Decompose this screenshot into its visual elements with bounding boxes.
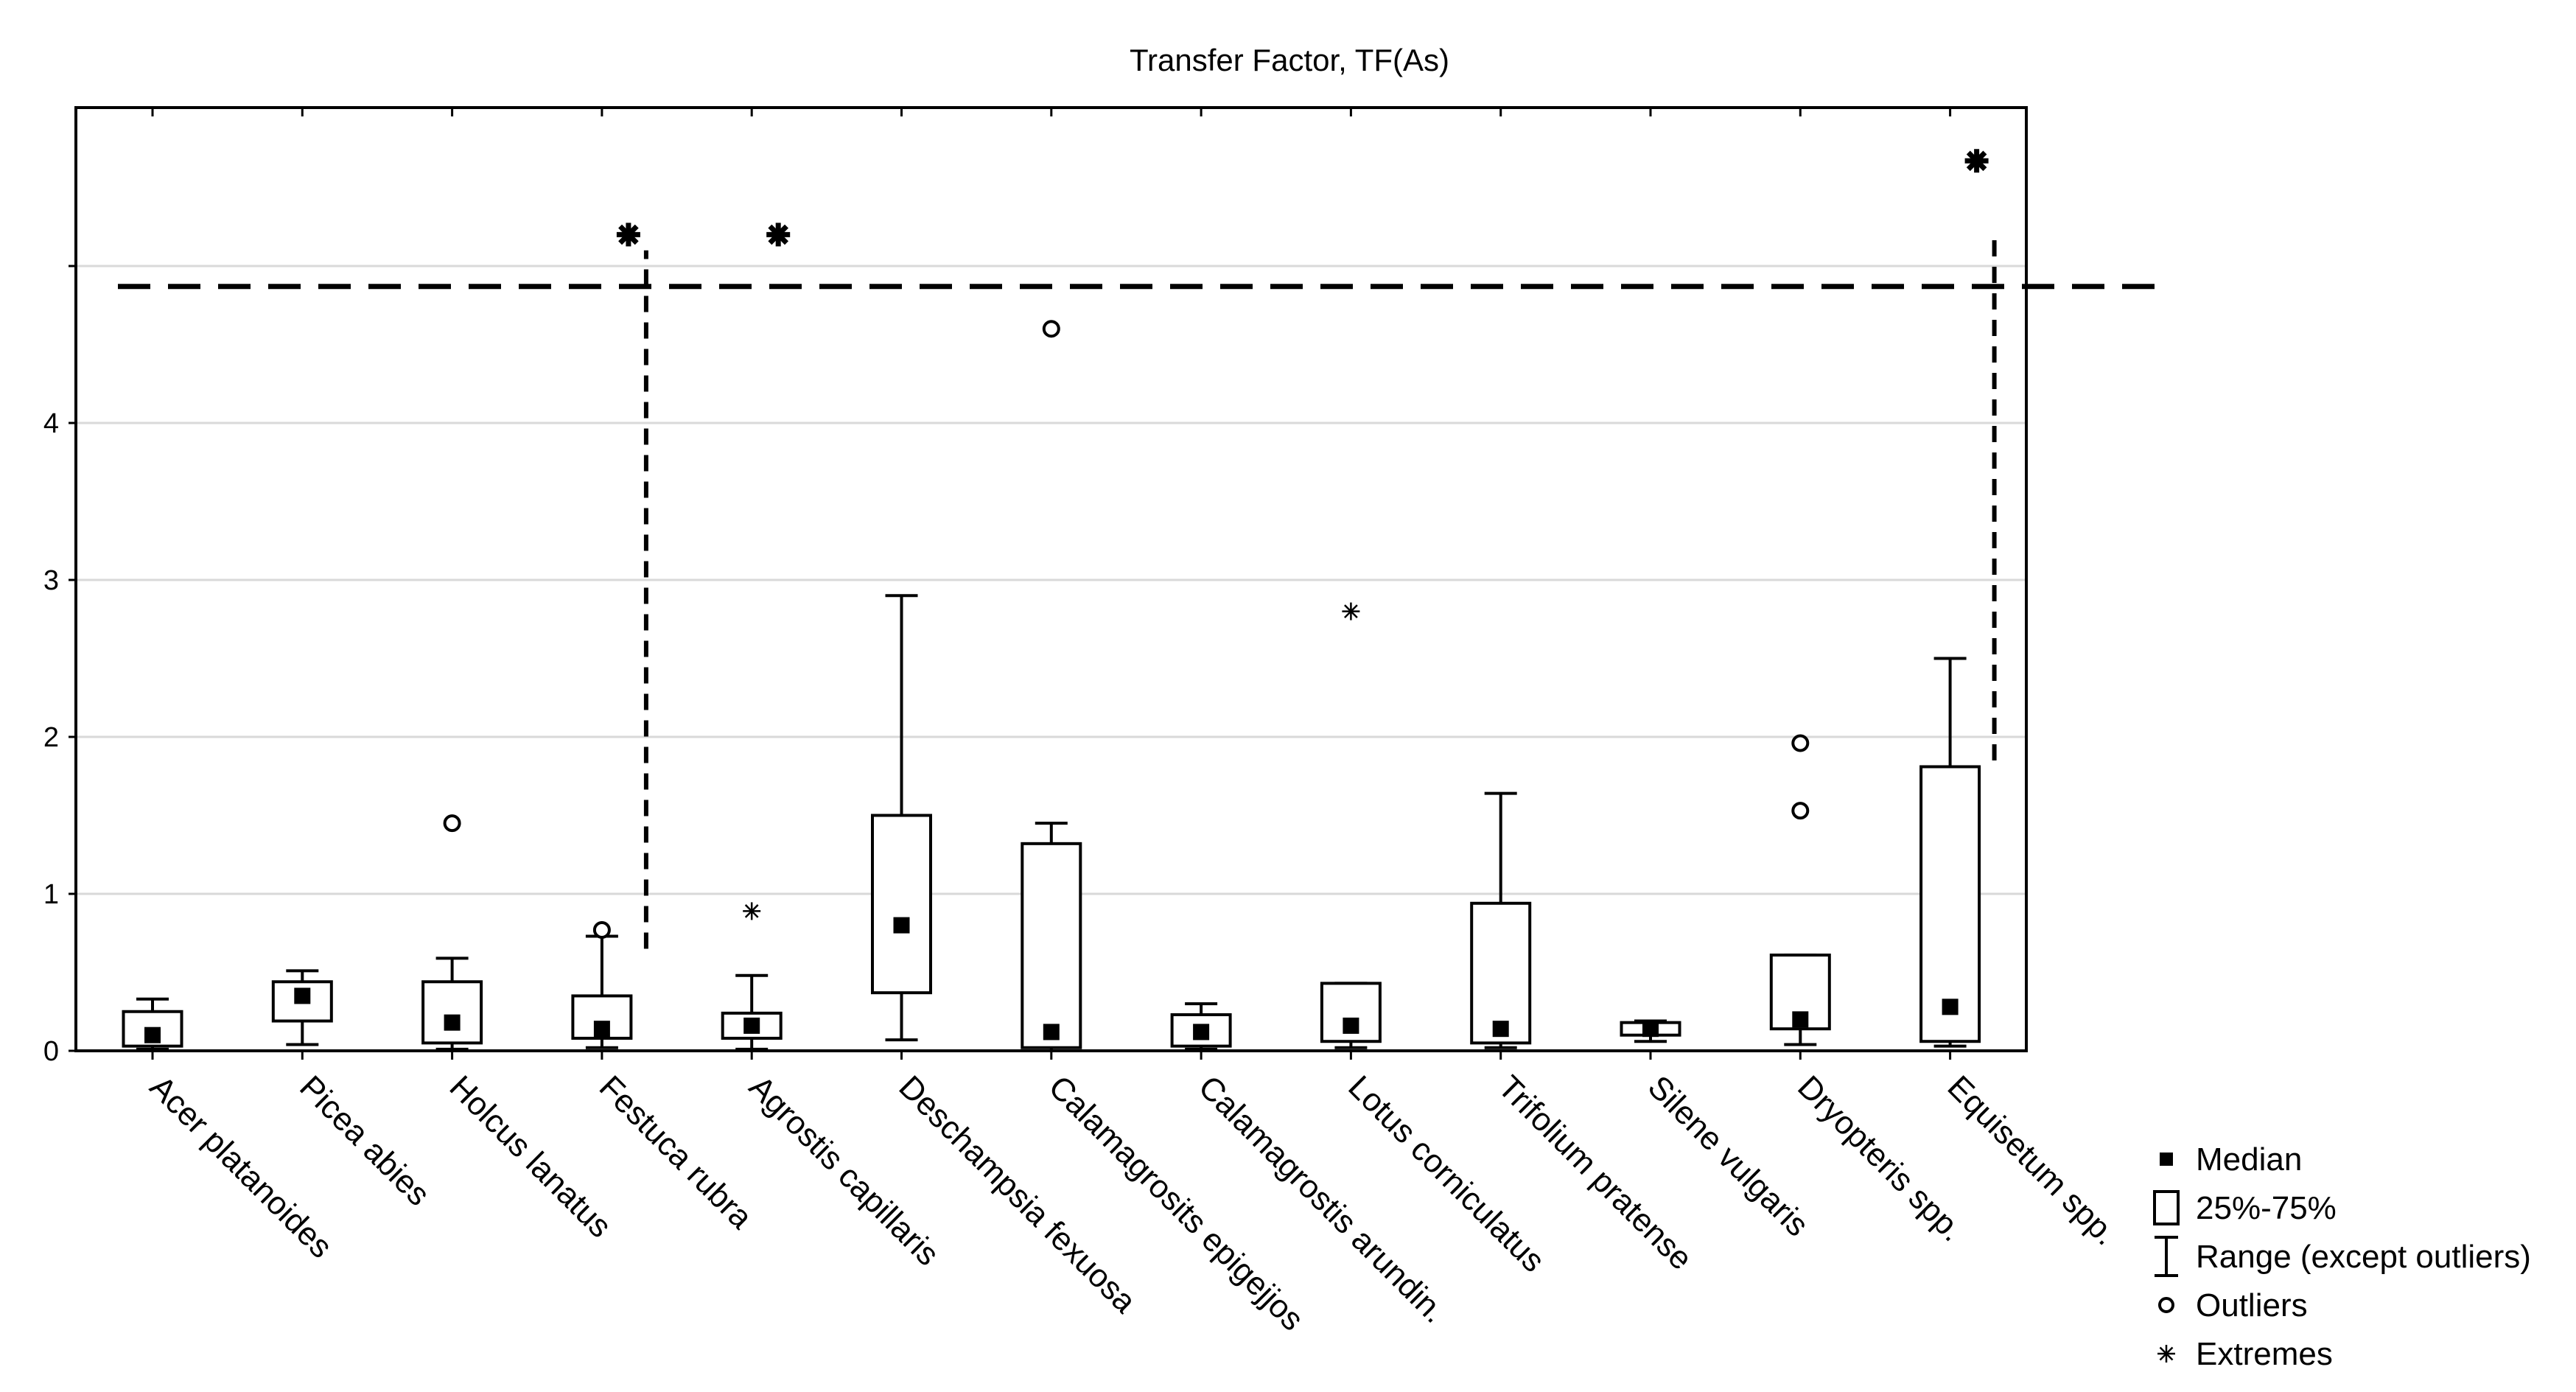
median-marker [444, 1014, 461, 1031]
median-marker [1792, 1011, 1809, 1028]
legend-item: Extremes [2157, 1336, 2333, 1372]
extreme-stroke [768, 224, 788, 245]
extreme-stroke [1344, 604, 1358, 618]
extreme-marker [743, 902, 761, 920]
legend-outlier-icon [2158, 1297, 2174, 1313]
extreme-stroke [618, 224, 639, 245]
x-tick-label: Holcus lanatus [443, 1069, 619, 1245]
legend-label: 25%-75% [2196, 1190, 2337, 1226]
legend-item: Range (except outliers) [2155, 1236, 2531, 1277]
y-tick-label: 3 [43, 565, 59, 596]
median-marker [1942, 998, 1959, 1015]
legend-item: 25%-75% [2153, 1190, 2337, 1226]
extreme-stroke [744, 904, 759, 918]
legend-median-icon [2160, 1153, 2173, 1166]
iqr-box [1470, 901, 1532, 1045]
outlier-marker [592, 920, 611, 939]
extreme-marker [616, 223, 640, 247]
outlier-marker [1042, 320, 1060, 338]
median-marker [294, 987, 311, 1004]
x-tick-label: Calamagrostis arundin. [1191, 1069, 1453, 1330]
legend-item: Outliers [2158, 1287, 2308, 1323]
box-11 [1620, 1019, 1681, 1043]
extreme-stroke [1966, 150, 1987, 172]
extreme-marker [766, 223, 791, 247]
outlier-marker [1791, 802, 1810, 820]
x-tick-label: Picea abies [293, 1069, 437, 1213]
legend: Median 25%-75% Range (except outliers) Outl… [2153, 1141, 2531, 1372]
boxes [122, 149, 1989, 1052]
median-marker [1642, 1021, 1659, 1038]
reference-lines [118, 234, 2163, 949]
box-7 [1021, 320, 1082, 1052]
median-marker [593, 1021, 610, 1038]
outlier-marker [443, 814, 461, 833]
box-5 [721, 223, 791, 1051]
legend-label: Range (except outliers) [2196, 1239, 2531, 1275]
box-4 [571, 223, 640, 1049]
y-tick-label: 0 [43, 1036, 59, 1067]
x-tick-label: Festuca rubra [592, 1069, 760, 1236]
y-tick-label: 1 [43, 879, 59, 910]
box-3 [421, 814, 483, 1051]
median-marker [1193, 1024, 1210, 1040]
median-marker [144, 1026, 161, 1043]
iqr-box [1021, 842, 1082, 1049]
legend-label: Median [2196, 1141, 2302, 1178]
legend-box-icon [2153, 1190, 2180, 1225]
box-10 [1470, 791, 1532, 1049]
y-tick-label: 4 [43, 408, 59, 439]
box-2 [271, 969, 333, 1046]
box-12 [1769, 734, 1831, 1046]
box-13 [1919, 149, 1989, 1048]
legend-label: Outliers [2196, 1287, 2308, 1323]
legend-extreme-icon [2157, 1345, 2175, 1363]
legend-label: Extremes [2196, 1336, 2333, 1372]
y-tick-label: 2 [43, 722, 59, 753]
box-6 [871, 594, 932, 1042]
x-tick-label: Calamagrosits epigejjos [1042, 1069, 1311, 1337]
median-marker [893, 917, 910, 934]
median-marker [1043, 1024, 1060, 1040]
extreme-marker [1964, 149, 1989, 173]
median-marker [743, 1017, 760, 1034]
iqr-box [421, 980, 483, 1045]
gridlines [76, 265, 2026, 895]
median-marker [1492, 1021, 1509, 1038]
axis-ticks [69, 108, 1952, 1060]
box-9 [1320, 602, 1382, 1049]
box-1 [122, 997, 183, 1051]
median-marker [1343, 1017, 1359, 1034]
extreme-stroke [2159, 1346, 2174, 1361]
extreme-marker [1342, 602, 1360, 620]
iqr-box [871, 814, 932, 995]
x-tick-label: Silene vulgaris [1641, 1069, 1816, 1243]
iqr-box [1919, 765, 1981, 1043]
outlier-marker [1791, 734, 1810, 752]
chart-title: Transfer Factor, TF(As) [1130, 43, 1449, 77]
box-8 [1170, 1002, 1232, 1051]
legend-item: Median [2160, 1141, 2302, 1178]
